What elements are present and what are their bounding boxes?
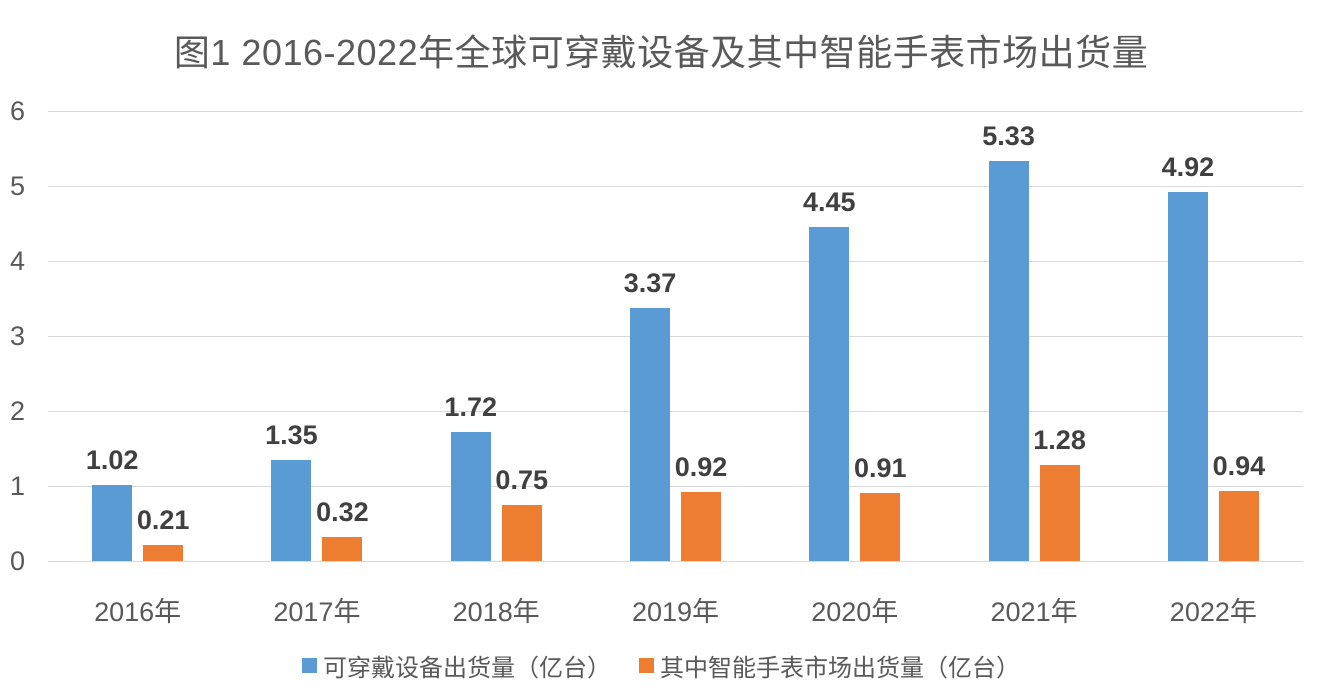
gridline-5 xyxy=(48,185,1303,187)
x-tick-label-2018年: 2018年 xyxy=(452,597,540,627)
bar-wearables-2020年 xyxy=(809,227,850,561)
plot-area: 1.02 0.21 1.35 0.32 1.72 0.75 3.37 0.92 4.45 0.91… xyxy=(48,110,1303,562)
y-axis: 0 1 2 3 4 5 6 xyxy=(10,96,44,576)
legend-swatch-smartwatch-icon xyxy=(639,658,654,673)
y-tick-label-4: 4 xyxy=(10,246,26,276)
y-tick-label-5: 5 xyxy=(10,171,26,201)
x-tick-label-2022年: 2022年 xyxy=(1169,597,1257,627)
bar-value-label-smartwatch-2019年: 0.92 xyxy=(674,452,728,482)
bar-smartwatch-2021年 xyxy=(1039,465,1080,561)
y-tick-label-0: 0 xyxy=(10,546,26,576)
gridline-0 xyxy=(48,560,1303,562)
bar-wearables-2021年 xyxy=(988,161,1029,561)
y-tick-label-2: 2 xyxy=(10,396,26,426)
bar-value-label-wearables-2016年: 1.02 xyxy=(85,444,139,475)
legend-label-smartwatch: 其中智能手表市场出货量（亿台） xyxy=(660,655,1020,682)
gridline-1 xyxy=(48,485,1303,487)
bar-wearables-2017年 xyxy=(271,459,312,561)
bar-value-label-wearables-2020年: 4.45 xyxy=(803,187,856,218)
x-tick-label-2017年: 2017年 xyxy=(273,597,361,627)
x-tick-label-2016年: 2016年 xyxy=(94,597,182,627)
legend: 可穿戴设备出货量（亿台） 其中智能手表市场出货量（亿台） xyxy=(0,648,1322,683)
bar-value-label-smartwatch-2018年: 0.75 xyxy=(495,464,548,495)
bar-value-label-smartwatch-2016年: 0.21 xyxy=(136,505,190,536)
legend-item-smartwatch: 其中智能手表市场出货量（亿台） xyxy=(639,648,1020,683)
y-tick-label-1: 1 xyxy=(10,471,26,501)
gridline-6 xyxy=(48,110,1303,112)
y-tick-label-6: 6 xyxy=(10,96,26,126)
bar-smartwatch-2020年 xyxy=(860,492,901,561)
bar-wearables-2019年 xyxy=(630,308,670,561)
bar-wearables-2022年 xyxy=(1167,192,1208,561)
gridline-2 xyxy=(48,410,1303,412)
x-tick-label-2020年: 2020年 xyxy=(811,597,899,627)
bar-smartwatch-2019年 xyxy=(681,492,721,561)
bar-value-label-smartwatch-2022年: 0.94 xyxy=(1212,450,1266,481)
x-tick-label-2019年: 2019年 xyxy=(631,597,720,627)
bar-value-label-wearables-2021年: 5.33 xyxy=(982,121,1035,152)
bar-value-label-smartwatch-2020年: 0.91 xyxy=(854,452,907,483)
y-tick-label-3: 3 xyxy=(10,321,26,351)
bar-value-label-smartwatch-2017年: 0.32 xyxy=(316,497,369,527)
bar-smartwatch-2017年 xyxy=(322,537,363,561)
bar-smartwatch-2016年 xyxy=(143,545,184,561)
bar-value-label-wearables-2017年: 1.35 xyxy=(265,419,318,450)
x-tick-label-2021年: 2021年 xyxy=(990,597,1078,627)
bar-wearables-2018年 xyxy=(450,432,491,561)
legend-label-wearables: 可穿戴设备出货量（亿台） xyxy=(323,655,611,682)
bar-smartwatch-2018年 xyxy=(501,504,542,561)
chart-title: 图1 2016-2022年全球可穿戴设备及其中智能手表市场出货量 xyxy=(173,32,1149,73)
bar-value-label-wearables-2019年: 3.37 xyxy=(623,268,677,299)
bar-smartwatch-2022年 xyxy=(1218,490,1259,561)
bar-value-label-wearables-2018年: 1.72 xyxy=(444,392,497,422)
legend-swatch-wearables-icon xyxy=(302,658,317,673)
gridline-4 xyxy=(48,260,1303,262)
legend-item-wearables: 可穿戴设备出货量（亿台） xyxy=(302,648,611,683)
gridline-3 xyxy=(48,335,1303,337)
bar-wearables-2016年 xyxy=(92,484,133,561)
bar-value-label-wearables-2022年: 4.92 xyxy=(1161,152,1215,182)
x-axis: 2016年 2017年 2018年 2019年 2020年 2021年 2022年 xyxy=(48,590,1303,627)
bar-value-label-smartwatch-2021年: 1.28 xyxy=(1033,425,1086,455)
